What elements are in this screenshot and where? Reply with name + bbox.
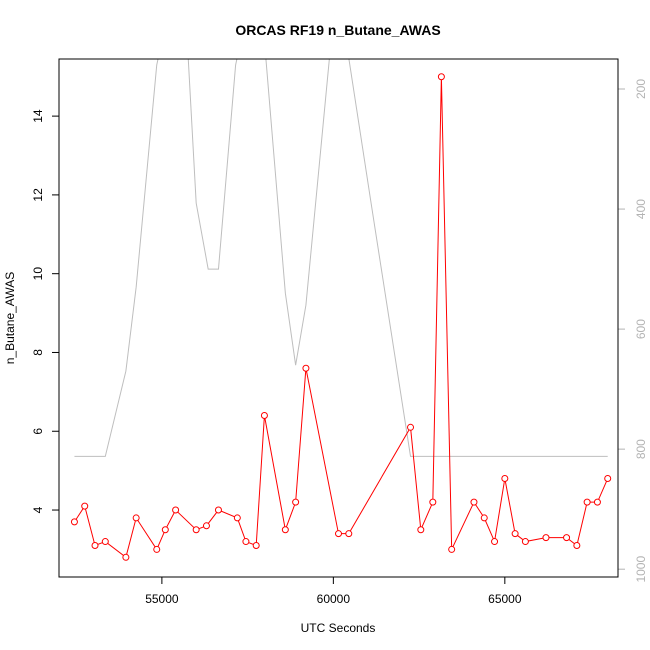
data-point	[202, 522, 210, 530]
data-point	[429, 498, 437, 506]
data-point	[91, 541, 99, 549]
data-point	[437, 73, 445, 81]
data-point	[214, 506, 222, 514]
x-tick-label: 60000	[317, 592, 351, 606]
data-point	[491, 538, 499, 546]
data-point	[260, 411, 268, 419]
data-point	[70, 518, 78, 526]
x-axis-label: UTC Seconds	[301, 621, 376, 635]
data-point	[407, 423, 415, 431]
data-point	[233, 514, 241, 522]
data-point	[501, 475, 509, 483]
y2-tick-label: 600	[634, 319, 648, 339]
y2-tick-label: 800	[634, 439, 648, 459]
y-axis-label: n_Butane_AWAS	[3, 272, 17, 365]
data-point	[281, 526, 289, 534]
data-point	[292, 498, 300, 506]
data-point	[161, 526, 169, 534]
data-point	[480, 514, 488, 522]
axes: 55000 60000 65000 4 6 8 10 12 14 200 400 600 800 1000	[31, 79, 648, 606]
y2-tick-label: 200	[634, 79, 648, 99]
y-tick-label: 14	[31, 109, 45, 123]
chart-title: ORCAS RF19 n_Butane_AWAS	[235, 22, 440, 38]
data-point	[583, 498, 591, 506]
data-point	[417, 526, 425, 534]
data-point	[470, 498, 478, 506]
data-point	[252, 541, 260, 549]
series-main	[70, 73, 612, 561]
series-line-red	[74, 76, 609, 559]
y-tick-label: 4	[31, 506, 45, 513]
plot-frame	[58, 58, 619, 578]
y-tick-label: 6	[31, 428, 45, 435]
series-right-axis	[74, 59, 608, 457]
data-point	[521, 538, 529, 546]
x-tick-label: 65000	[488, 592, 522, 606]
data-point	[573, 541, 581, 549]
data-point	[448, 545, 456, 553]
data-point	[542, 534, 550, 542]
data-point	[604, 475, 612, 483]
data-point	[335, 530, 342, 538]
data-point	[101, 538, 109, 546]
y2-tick-label: 1000	[634, 556, 648, 583]
data-point	[511, 530, 519, 538]
data-point	[563, 534, 571, 542]
data-point	[172, 506, 180, 514]
y-tick-label: 8	[31, 349, 45, 356]
data-point	[122, 553, 130, 561]
data-point	[345, 530, 353, 538]
data-point	[153, 545, 161, 553]
data-point	[132, 514, 140, 522]
data-point	[593, 498, 601, 506]
data-point	[242, 538, 250, 546]
data-point	[192, 526, 200, 534]
series-line-grey	[74, 59, 608, 457]
x-tick-label: 55000	[145, 592, 179, 606]
y-tick-label: 10	[31, 267, 45, 281]
y2-tick-label: 400	[634, 199, 648, 219]
data-point	[81, 502, 89, 510]
data-point	[302, 364, 310, 372]
y-tick-label: 12	[31, 188, 45, 202]
